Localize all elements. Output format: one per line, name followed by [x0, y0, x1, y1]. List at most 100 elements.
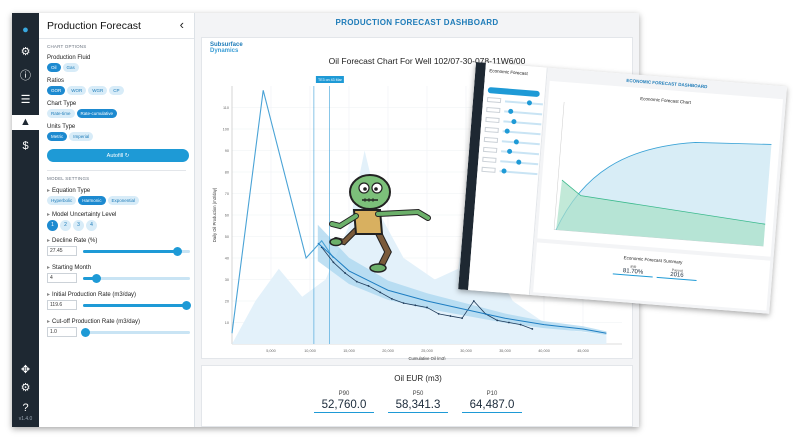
fluid-option-oil[interactable]: Oil [47, 63, 61, 72]
uncertainty-toggle: 1 2 3 4 [47, 220, 194, 231]
econ-slider-row[interactable] [482, 146, 540, 157]
x-tick-label: 20,000 [382, 349, 394, 353]
initial-rate-control: 119.6 [47, 300, 194, 312]
x-tick-label: 35,000 [499, 349, 511, 353]
forecast-chart[interactable]: Oil Forecast Chart For Well 102/07-30-07… [202, 38, 634, 360]
units-option-imperial[interactable]: Imperial [69, 132, 94, 141]
economic-forecast-window: Economic Forecast ECONOMIC FORECAST DASH… [458, 62, 788, 314]
eur-p10-value: 64,487.0 [462, 399, 522, 413]
chart-type-rate-time[interactable]: Rate-time [47, 109, 75, 118]
eur-p50-label: P50 [412, 391, 424, 397]
y-tick-label: 40 [225, 257, 229, 261]
x-tick-label: 40,000 [538, 349, 550, 353]
chart-type-rate-cumulative[interactable]: Rate-cumulative [76, 109, 118, 118]
y-tick-label: 30 [225, 278, 229, 282]
y-tick-label: 60 [225, 214, 229, 218]
series-line-1 [231, 90, 334, 334]
cutoff-rate-label-text: Cut-off Production Rate (m3/day) [52, 319, 140, 325]
econ-apply-button[interactable] [487, 87, 540, 98]
economics-icon[interactable]: $ [22, 140, 29, 152]
network-icon[interactable]: ⚙ [20, 46, 31, 58]
data-point [391, 297, 393, 300]
equation-harmonic[interactable]: Harmonic [78, 196, 106, 205]
forecast-icon[interactable]: ▲ [12, 115, 39, 130]
econ-summary-payout: Payout 2016 [656, 267, 698, 281]
initial-rate-input[interactable]: 119.6 [47, 300, 77, 310]
ratio-option-cp[interactable]: CP [109, 86, 124, 95]
decline-rate-handle[interactable] [173, 247, 183, 256]
econ-chart-card: Economic Forecast Chart [537, 80, 784, 257]
icon-sidebar: ● ⚙ ⓘ ☰ ▲ $ ✥ ⚙ ? v1.4.0 [12, 13, 39, 427]
ratio-option-wgr[interactable]: WGR [88, 86, 108, 95]
info-icon[interactable]: ⓘ [20, 70, 31, 82]
background-area [232, 150, 607, 344]
list-icon[interactable]: ☰ [20, 94, 31, 106]
initial-rate-label-text: Initial Production Rate (m3/day) [52, 292, 137, 298]
fluid-option-gas[interactable]: Gas [62, 63, 79, 72]
cutoff-rate-slider[interactable] [81, 328, 190, 337]
x-tick-label: 15,000 [343, 349, 355, 353]
y-tick-label: 70 [225, 192, 229, 196]
uncertainty-label-text: Model Uncertainty Level [52, 212, 117, 218]
decline-rate-label-text: Decline Rate (%) [52, 238, 98, 244]
y-tick-label: 80 [225, 171, 229, 175]
sidebar-header: Production Forecast ‹ [39, 13, 194, 39]
water-drop-icon[interactable]: ● [22, 24, 29, 36]
y-tick-label: 110 [223, 106, 229, 110]
logo-line-1: Subsurface [210, 42, 243, 48]
data-point [437, 313, 440, 315]
units-type-toggle: Metric Imperial [47, 132, 194, 141]
y-tick-label: 20 [225, 300, 229, 304]
decline-rate-input[interactable]: 27.45 [47, 246, 77, 256]
section-divider [47, 170, 186, 171]
starting-month-control: 4 [47, 273, 194, 285]
cutoff-rate-input[interactable]: 1.0 [47, 327, 77, 337]
cutoff-rate-handle[interactable] [81, 328, 91, 337]
starting-month-slider[interactable] [83, 274, 190, 283]
caret-down-icon: ▸ [47, 292, 51, 298]
cutoff-rate-label: ▸ Cut-off Production Rate (m3/day) [47, 318, 194, 325]
dashboard-title: PRODUCTION FORECAST DASHBOARD [335, 18, 499, 27]
initial-rate-handle[interactable] [181, 301, 191, 310]
econ-slider-row[interactable] [481, 166, 538, 177]
forecast-sidebar: Production Forecast ‹ CHART OPTIONS Prod… [39, 13, 195, 427]
settings-icon[interactable]: ⚙ [20, 382, 31, 394]
x-tick-label: 25,000 [421, 349, 433, 353]
ratios-label: Ratios [47, 78, 65, 84]
uncertainty-level-2[interactable]: 2 [60, 220, 71, 231]
econ-slider-row[interactable] [484, 126, 541, 137]
uncertainty-level-1[interactable]: 1 [47, 220, 58, 231]
eur-p50-value: 58,341.3 [388, 399, 448, 413]
equation-exponential[interactable]: Exponential [107, 196, 140, 205]
move-icon[interactable]: ✥ [20, 364, 31, 376]
starting-month-handle[interactable] [91, 274, 101, 283]
logo-line-2: Dynamics [210, 48, 239, 54]
ratio-option-wor[interactable]: WOR [67, 86, 87, 95]
help-icon[interactable]: ? [22, 402, 29, 414]
econ-slider-row[interactable] [486, 106, 543, 117]
chevron-left-icon[interactable]: ‹ [179, 17, 184, 32]
autofill-button[interactable]: Autofill ↻ [47, 149, 189, 162]
decline-rate-slider[interactable] [83, 247, 190, 256]
econ-slider-row[interactable] [482, 156, 539, 167]
data-point [379, 291, 382, 294]
econ-chart[interactable] [537, 81, 783, 257]
equation-type-toggle: Hyperbolic Harmonic Exponential [47, 196, 194, 205]
ratio-option-gor[interactable]: GOR [47, 86, 66, 95]
eur-p90-label: P90 [338, 391, 350, 397]
econ-slider-row[interactable] [483, 136, 541, 147]
zombie-mascot-illustration [329, 174, 431, 273]
units-option-metric[interactable]: Metric [47, 132, 68, 141]
econ-slider-row[interactable] [486, 96, 544, 107]
starting-month-input[interactable]: 4 [47, 273, 77, 283]
model-settings-heading: MODEL SETTINGS [47, 176, 90, 181]
caret-down-icon: ▸ [47, 238, 51, 244]
uncertainty-level-4[interactable]: 4 [86, 220, 97, 231]
chart-type-toggle: Rate-time Rate-cumulative [47, 109, 194, 118]
initial-rate-slider[interactable] [83, 301, 191, 310]
uncertainty-level-3[interactable]: 3 [73, 220, 84, 231]
x-tick-label: 5,000 [266, 349, 276, 353]
econ-slider-row[interactable] [485, 116, 542, 127]
equation-hyperbolic[interactable]: Hyperbolic [47, 196, 77, 205]
x-tick-label: 10,000 [304, 349, 316, 353]
